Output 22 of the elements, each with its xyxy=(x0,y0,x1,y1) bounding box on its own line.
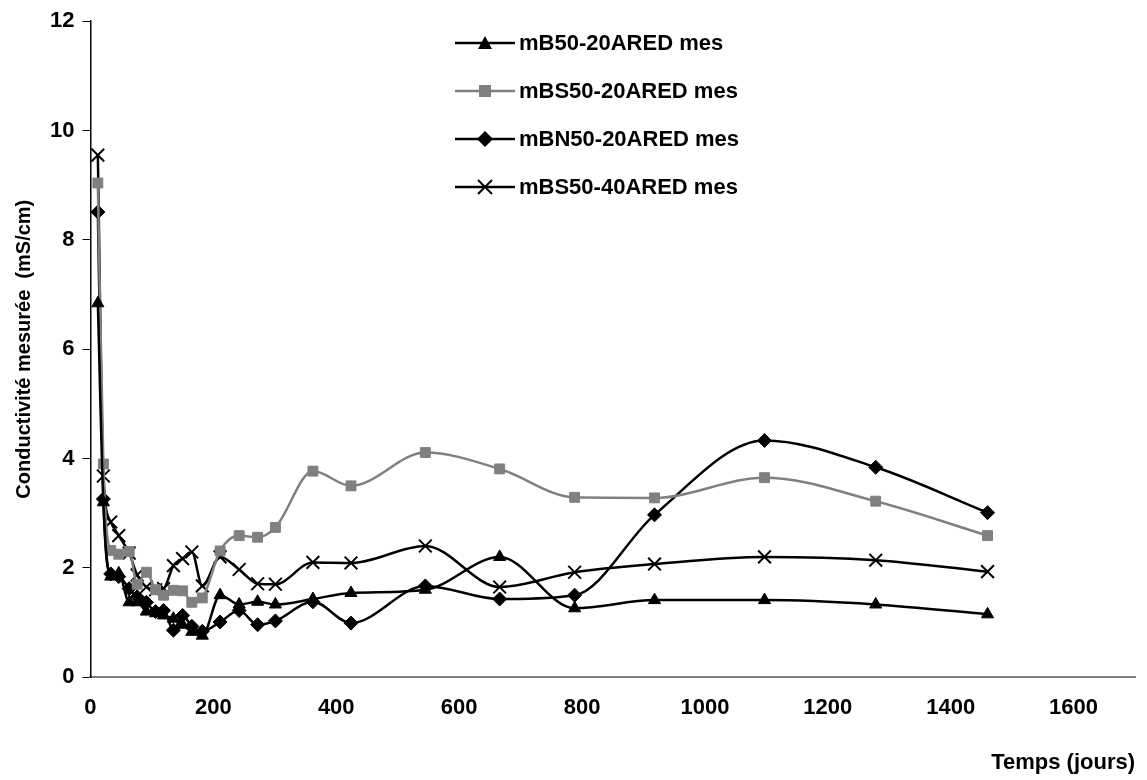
legend-label: mBN50-20ARED mes xyxy=(519,126,740,152)
y-tick-label: 0 xyxy=(62,663,75,689)
x-tick-label: 1400 xyxy=(926,694,976,720)
x-tick-label: 800 xyxy=(563,694,601,720)
x-tick-label: 200 xyxy=(195,694,232,720)
x-tick-label: 1600 xyxy=(1049,694,1099,720)
y-tick-label: 8 xyxy=(62,225,75,251)
x-tick-label: 400 xyxy=(317,694,355,720)
x-tick-label: 0 xyxy=(84,694,97,720)
x-axis-title: Temps (jours) xyxy=(991,748,1135,774)
y-axis-title: Conductivité mesurée (mS/cm) xyxy=(11,199,34,499)
y-tick-label: 10 xyxy=(49,116,75,142)
y-tick-label: 2 xyxy=(62,553,75,579)
y-tick-label: 6 xyxy=(62,335,75,361)
legend-label: mBS50-40ARED mes xyxy=(519,174,738,200)
y-tick-label: 4 xyxy=(62,444,76,470)
legend-label: mBS50-20ARED mes xyxy=(519,78,738,104)
y-tick-label: 12 xyxy=(49,7,75,33)
x-tick-label: 1000 xyxy=(680,694,730,720)
x-tick-label: 600 xyxy=(440,694,478,720)
x-tick-label: 1200 xyxy=(803,694,853,720)
legend-label: mB50-20ARED mes xyxy=(519,30,724,56)
